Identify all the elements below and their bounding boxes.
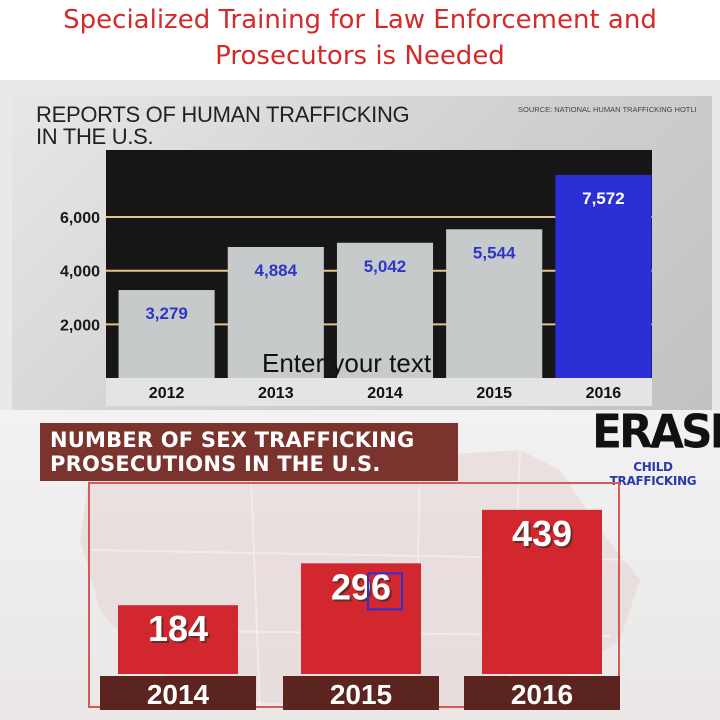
bar-2014 (336, 242, 434, 378)
reports-chart-panel: REPORTS OF HUMAN TRAFFICKING IN THE U.S.… (12, 96, 712, 410)
bar-2016 (482, 509, 602, 674)
y-tick-label: 4,000 (60, 264, 100, 281)
reports-chart-title: REPORTS OF HUMAN TRAFFICKING IN THE U.S. (36, 102, 410, 149)
prosecutions-title-line-2: PROSECUTIONS IN THE U.S. (50, 452, 381, 476)
page-headline: Specialized Training for Law Enforcement… (0, 2, 720, 74)
x-tick-label: 2013 (258, 385, 294, 402)
text-placeholder-overlay[interactable]: Enter your text (262, 348, 432, 378)
erase-logo: ERASE CHILD TRAFFICKING (592, 405, 720, 488)
x-tick-label: 2015 (476, 385, 512, 402)
year-band (283, 676, 439, 710)
y-tick-label: 2,000 (60, 317, 100, 334)
headline-line-2: Prosecutors is Needed (215, 41, 505, 71)
x-tick-label: 2016 (586, 385, 622, 402)
x-tick-label: 2015 (330, 679, 392, 710)
bar-2013 (227, 246, 324, 378)
bar-value-label: 439 (512, 513, 572, 554)
bar-value-label: 5,042 (364, 257, 407, 276)
prosecutions-title-line-1: NUMBER OF SEX TRAFFICKING (50, 428, 415, 452)
year-band (464, 676, 620, 710)
bar-value-label: 3,279 (145, 304, 188, 323)
reports-chart-source: SOURCE: NATIONAL HUMAN TRAFFICKING HOTLI (518, 105, 697, 114)
x-tick-label: 2016 (511, 679, 573, 710)
year-band (100, 676, 256, 710)
bar-value-label: 5,544 (473, 243, 516, 262)
bar-2015 (446, 229, 543, 378)
erase-logo-word: ERASE (592, 405, 720, 460)
x-tick-label: 2012 (149, 385, 185, 402)
prosecutions-title-box (40, 423, 458, 481)
selection-box[interactable] (367, 572, 403, 611)
x-axis-band (106, 378, 652, 406)
bar-2016 (555, 174, 652, 378)
bar-value-shadow: 296 (333, 568, 393, 609)
headline-line-1: Specialized Training for Law Enforcement… (63, 5, 657, 35)
x-tick-label: 2014 (367, 385, 403, 402)
bar-value-shadow: 439 (514, 515, 574, 556)
y-tick-label: 6,000 (60, 210, 100, 227)
bar-2012 (118, 290, 215, 378)
bar-value-label: 184 (148, 608, 208, 649)
reports-chart: 2,000 4,000 6,000 3,279 4,884 5,042 5,544 7,57… (60, 150, 652, 406)
bar-value-label: 7,572 (582, 189, 625, 208)
reports-chart-title-line-2: IN THE U.S. (36, 124, 154, 149)
bar-value-label: 4,884 (255, 261, 298, 280)
bar-value-shadow: 184 (150, 610, 210, 651)
bar-2014 (118, 605, 238, 674)
prosecutions-chart-title: NUMBER OF SEX TRAFFICKING PROSECUTIONS I… (50, 428, 414, 476)
x-tick-label: 2014 (147, 679, 210, 710)
reports-chart-title-line-1: REPORTS OF HUMAN TRAFFICKING (36, 102, 410, 127)
erase-logo-subtitle: CHILD TRAFFICKING (609, 460, 697, 488)
